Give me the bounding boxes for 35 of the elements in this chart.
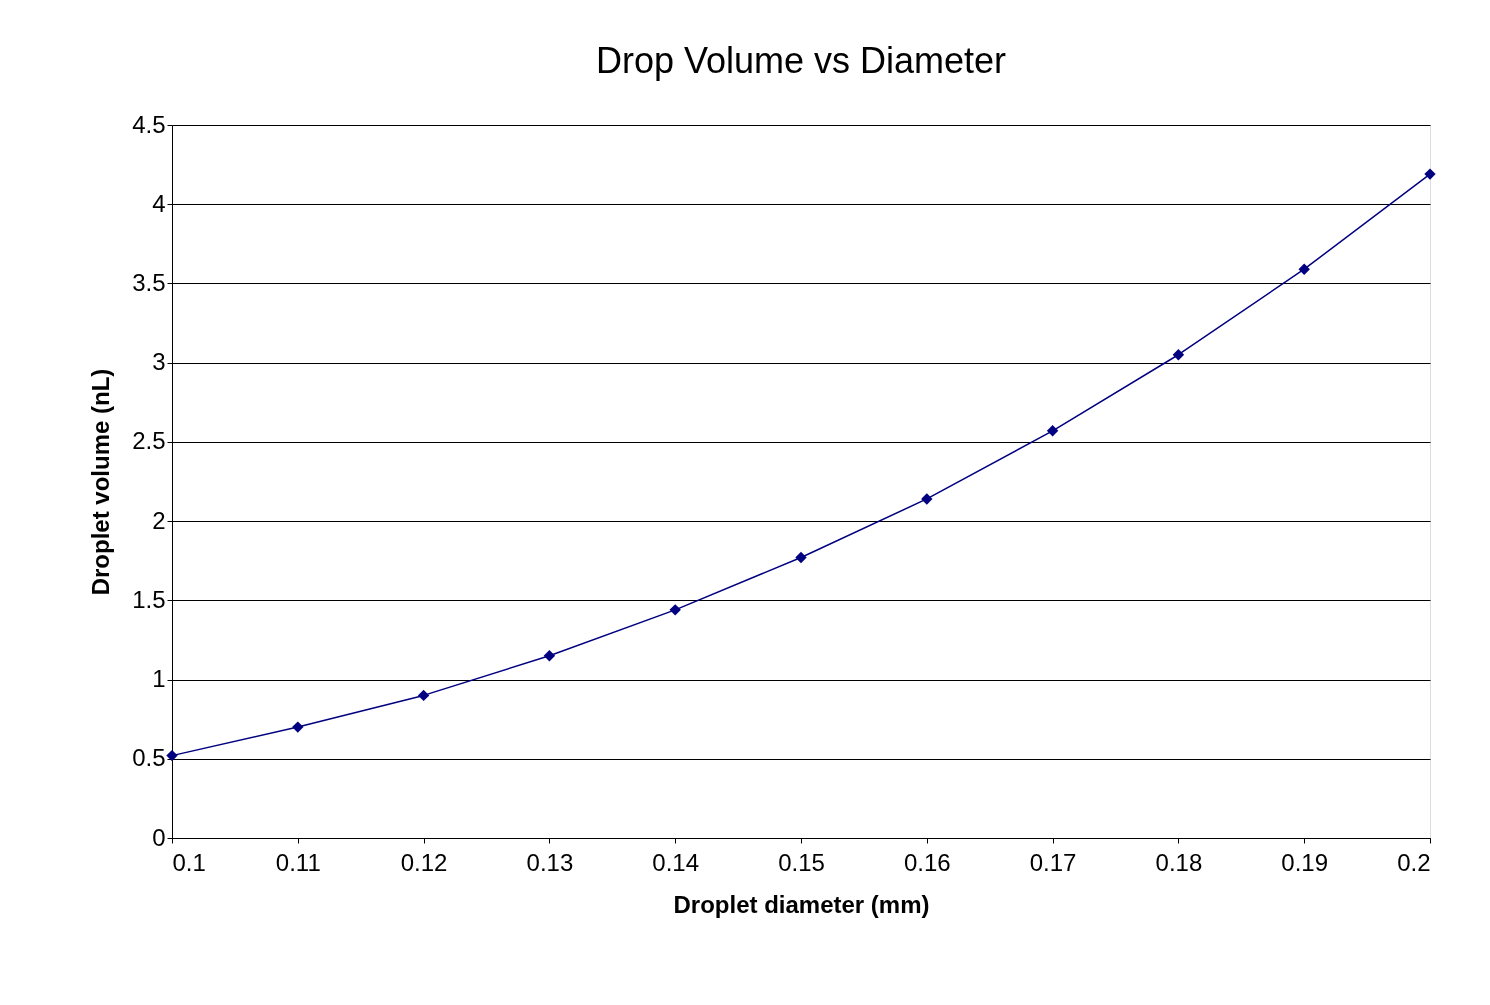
x-tick-label: 0.17 (1029, 848, 1077, 876)
point (292, 721, 304, 733)
y-axis-title: Droplet volume (nL) (87, 368, 115, 596)
y-tick-label: 2 (152, 506, 166, 534)
y-tick-label: 3 (152, 348, 166, 376)
point (1298, 263, 1310, 275)
point (166, 749, 178, 762)
y-tick-label: 1 (152, 665, 166, 693)
point (1046, 425, 1059, 437)
x-axis-title: Droplet diameter (mm) (673, 890, 930, 918)
point (669, 604, 681, 616)
y-tick-label: 3.5 (132, 268, 166, 296)
x-tick-label: 0.19 (1281, 848, 1329, 876)
x-tick-label: 0.11 (275, 848, 321, 876)
x-tick-label: 0.18 (1155, 848, 1203, 876)
x-tick-label: 0.16 (903, 848, 951, 876)
x-tick-label: 0.13 (526, 848, 574, 876)
point (1172, 349, 1185, 361)
y-tick-label: 2.5 (132, 427, 166, 455)
y-tick-label: 0.5 (132, 744, 166, 772)
point (795, 551, 807, 564)
y-tick-label: 1.5 (132, 585, 166, 613)
x-tick-label: 0.14 (652, 848, 700, 876)
x-tick-label: 0.1 (172, 848, 206, 876)
y-tick-label: 4 (152, 189, 166, 217)
y-tick-label: 0 (152, 823, 166, 851)
point (921, 493, 933, 505)
x-tick-label: 0.15 (778, 848, 825, 876)
x-tick-label: 0.12 (400, 848, 448, 876)
x-tick-label: 0.2 (1397, 848, 1431, 876)
chart-title: Drop Volume vs Diameter (595, 40, 1007, 81)
point (543, 650, 556, 662)
point (417, 689, 430, 702)
y-tick-label: 4.5 (132, 110, 166, 138)
point (1424, 168, 1436, 180)
